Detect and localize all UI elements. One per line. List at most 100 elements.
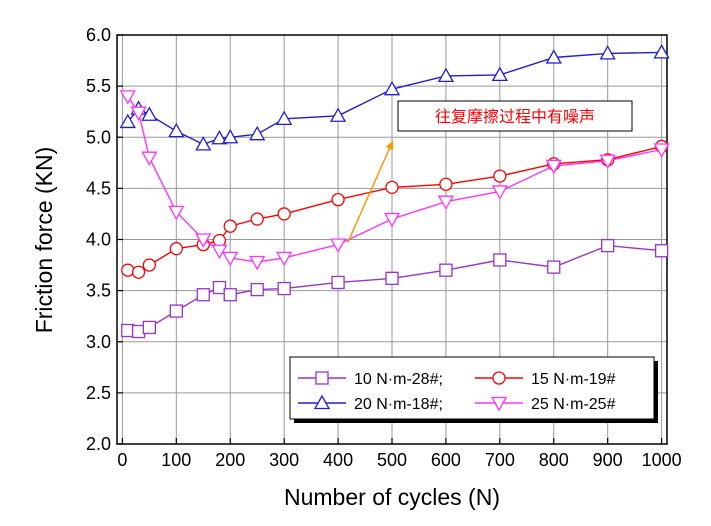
data-point <box>653 44 670 59</box>
data-point <box>168 122 185 138</box>
y-tick-label: 4.5 <box>86 178 111 198</box>
legend-marker <box>492 371 506 385</box>
data-point <box>277 207 291 221</box>
x-tick-label: 800 <box>539 450 569 470</box>
x-tick-label: 200 <box>215 450 245 470</box>
data-point <box>169 242 183 256</box>
legend-marker <box>313 394 331 410</box>
data-point <box>250 282 264 297</box>
data-point <box>249 125 266 141</box>
legend-label: 20 N·m-18#; <box>354 396 443 413</box>
series-line <box>127 51 662 146</box>
data-point <box>599 154 616 170</box>
data-point <box>249 255 266 271</box>
data-point <box>196 288 210 302</box>
x-tick-label: 900 <box>593 450 623 470</box>
data-point <box>653 143 670 158</box>
series-line <box>127 95 662 263</box>
y-tick-label: 5.0 <box>86 127 111 147</box>
legend: 10 N·m-28#; 15 N·m-19# 20 N·m-18#; 25 N·m-2… <box>289 356 658 423</box>
data-point <box>222 128 239 144</box>
x-tick-label: 600 <box>431 450 461 470</box>
data-point <box>385 180 399 195</box>
series-1 <box>121 238 669 339</box>
data-point <box>195 136 212 151</box>
y-tick-label: 3.5 <box>86 281 111 301</box>
annotation-text: 往复摩擦过程中有噪声 <box>435 107 595 126</box>
data-point <box>437 67 455 83</box>
data-point <box>329 238 347 253</box>
series-3 <box>119 44 670 151</box>
data-point <box>121 263 135 277</box>
data-point <box>491 185 508 200</box>
data-point <box>601 238 615 253</box>
data-point <box>223 219 237 233</box>
annotation-arrow-head <box>385 140 394 151</box>
data-point <box>439 263 453 277</box>
data-point <box>222 251 239 267</box>
data-point <box>212 280 227 295</box>
x-tick-label: 100 <box>161 450 191 470</box>
annotation-arrow <box>347 148 391 243</box>
data-point <box>547 260 561 274</box>
data-point <box>491 66 508 82</box>
data-point <box>437 195 455 210</box>
data-point <box>131 265 146 279</box>
legend-label: 25 N·m-25# <box>531 396 616 413</box>
data-point <box>141 151 158 167</box>
x-axis-title: Number of cycles (N) <box>284 484 500 510</box>
data-point <box>142 258 157 272</box>
series-2 <box>121 139 669 279</box>
data-point <box>439 177 453 191</box>
series-line <box>127 244 662 333</box>
legend-label: 15 N·m-19# <box>531 371 616 388</box>
data-point <box>599 45 616 60</box>
data-point <box>545 159 562 175</box>
data-point <box>142 320 157 335</box>
data-point <box>493 253 507 267</box>
data-point <box>211 129 228 145</box>
data-point <box>223 288 237 302</box>
legend-label: 10 N·m-28#; <box>354 371 443 388</box>
data-point <box>331 275 345 290</box>
data-point <box>250 212 264 226</box>
data-point <box>383 80 401 96</box>
data-point <box>331 192 345 207</box>
series-line <box>127 145 662 273</box>
y-tick-label: 6.0 <box>86 25 111 45</box>
x-tick-label: 500 <box>377 450 407 470</box>
axis-ticks: 0 100 200 300 400 500 600 700 800 900 1000 2.0 2.5 3.… <box>86 25 682 470</box>
legend-marker <box>490 396 508 412</box>
data-point <box>195 233 212 248</box>
data-point <box>168 205 185 221</box>
data-point <box>329 107 347 122</box>
x-tick-label: 0 <box>117 450 127 470</box>
legend-marker <box>315 371 329 385</box>
data-point <box>385 271 399 286</box>
legend-entry-4: 25 N·m-25# <box>475 396 616 413</box>
x-tick-label: 1000 <box>642 450 682 470</box>
data-point <box>119 113 136 129</box>
y-tick-label: 4.0 <box>86 230 111 250</box>
data-point <box>276 251 293 267</box>
data-point <box>383 212 401 228</box>
data-point <box>654 244 669 258</box>
data-point <box>276 110 293 125</box>
legend-entry-3: 20 N·m-18#; <box>298 394 443 413</box>
legend-entry-2: 15 N·m-19# <box>475 371 616 388</box>
y-tick-label: 2.5 <box>86 383 111 403</box>
data-point <box>545 49 562 64</box>
legend-box <box>289 356 655 420</box>
data-point <box>493 169 507 183</box>
annotation-layer: 往复摩擦过程中有噪声 <box>347 100 633 243</box>
data-point <box>141 106 158 121</box>
series-4 <box>119 90 670 271</box>
data-point <box>169 304 183 318</box>
y-tick-label: 5.5 <box>86 76 111 96</box>
y-tick-label: 2.0 <box>86 434 111 454</box>
legend-entry-1: 10 N·m-28#; <box>298 371 443 388</box>
annotation-box <box>397 100 633 132</box>
y-tick-label: 3.0 <box>86 332 111 352</box>
data-point <box>211 244 228 260</box>
